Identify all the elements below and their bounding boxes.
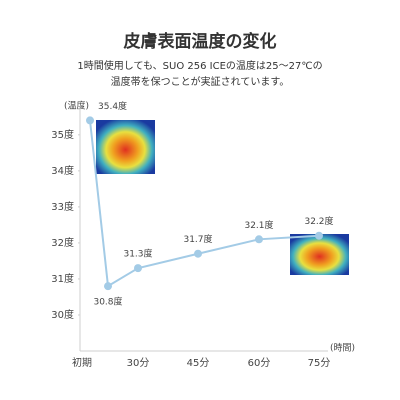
value-label: 32.1度 bbox=[244, 219, 273, 231]
value-label: 31.3度 bbox=[123, 248, 152, 260]
point bbox=[134, 264, 142, 273]
y-tick-label: 34度 bbox=[51, 164, 74, 177]
y-tick-label: 31度 bbox=[51, 272, 74, 285]
point bbox=[104, 282, 112, 291]
y-tick-label: 33度 bbox=[51, 200, 74, 213]
point bbox=[255, 235, 263, 244]
y-axis-label: (温度) bbox=[64, 100, 89, 112]
chart-title: 皮膚表面温度の変化 bbox=[124, 31, 277, 52]
line bbox=[89, 120, 320, 288]
value-label: 32.2度 bbox=[304, 215, 333, 227]
x-tick-label: 60分 bbox=[248, 357, 271, 369]
subtitle: 温度帯を保つことが実証されています。 bbox=[111, 75, 290, 88]
thermal-image bbox=[96, 120, 155, 174]
x-tick-label: 45分 bbox=[187, 357, 210, 369]
x-tick-label: 75分 bbox=[308, 357, 331, 369]
point bbox=[194, 249, 202, 258]
x-tick-label: 初期 bbox=[72, 356, 92, 369]
subtitle: 1時間使用しても、SUO 256 ICEの温度は25～27℃の bbox=[77, 59, 322, 72]
value-label: 31.7度 bbox=[183, 233, 212, 245]
point bbox=[86, 116, 94, 125]
y-tick-label: 32度 bbox=[51, 236, 74, 249]
point bbox=[315, 231, 323, 240]
x-axis-label: (時間) bbox=[330, 343, 355, 354]
x-tick-label: 30分 bbox=[127, 357, 150, 369]
y-tick-label: 35度 bbox=[51, 128, 74, 141]
thermal-image bbox=[290, 234, 349, 275]
value-label: 30.8度 bbox=[93, 296, 122, 308]
value-label: 35.4度 bbox=[98, 100, 127, 112]
y-tick-label: 30度 bbox=[51, 308, 74, 321]
